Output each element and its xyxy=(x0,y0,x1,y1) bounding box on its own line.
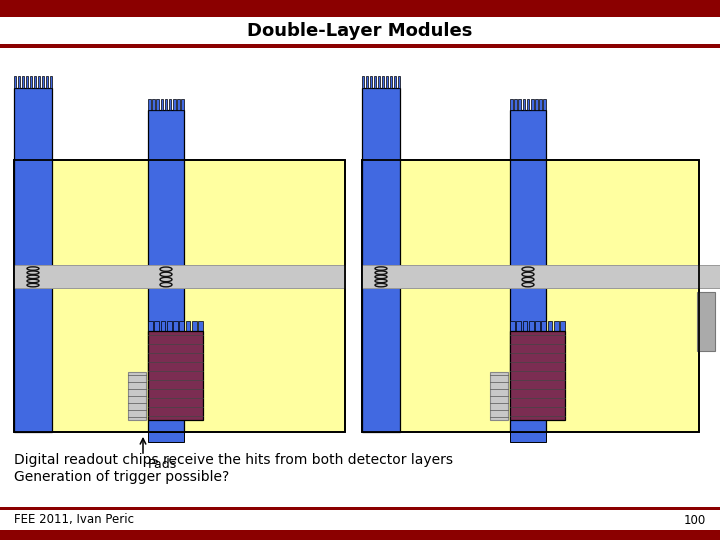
Bar xyxy=(173,99,176,110)
Bar xyxy=(0,44,720,48)
Bar xyxy=(390,76,392,88)
Bar xyxy=(167,321,171,331)
Bar xyxy=(168,99,171,110)
Bar xyxy=(535,99,538,110)
Text: Generation of trigger possible?: Generation of trigger possible? xyxy=(14,470,229,484)
Bar xyxy=(148,321,153,331)
Bar xyxy=(0,507,720,510)
Bar xyxy=(490,372,508,420)
Bar xyxy=(378,76,380,88)
Bar xyxy=(42,76,44,88)
Bar xyxy=(374,76,377,88)
Bar xyxy=(523,99,525,110)
Bar xyxy=(14,76,17,88)
Bar xyxy=(0,17,720,44)
Bar xyxy=(161,321,166,331)
Bar xyxy=(37,76,40,88)
Bar xyxy=(697,292,715,351)
Bar xyxy=(14,265,345,288)
Bar xyxy=(0,0,720,17)
Text: Digital readout chips receive the hits from both detector layers: Digital readout chips receive the hits f… xyxy=(14,453,453,467)
Text: FEE 2011, Ivan Peric: FEE 2011, Ivan Peric xyxy=(14,514,134,526)
Bar xyxy=(516,321,521,331)
Bar xyxy=(128,372,146,420)
Bar xyxy=(541,321,546,331)
Bar xyxy=(510,432,546,442)
Bar xyxy=(514,99,517,110)
Bar xyxy=(362,265,720,288)
Bar xyxy=(154,321,159,331)
Bar xyxy=(531,99,534,110)
Bar xyxy=(394,76,396,88)
Bar xyxy=(362,88,400,432)
Bar xyxy=(510,321,515,331)
Bar xyxy=(14,160,345,432)
Text: 100: 100 xyxy=(684,514,706,526)
Bar xyxy=(366,76,369,88)
Bar xyxy=(362,160,699,432)
Bar xyxy=(22,76,24,88)
Bar xyxy=(173,321,178,331)
Bar xyxy=(362,160,699,432)
Bar xyxy=(161,99,163,110)
Text: Double-Layer Modules: Double-Layer Modules xyxy=(247,22,473,40)
Bar xyxy=(560,321,565,331)
Text: Pads: Pads xyxy=(148,458,177,471)
Bar xyxy=(14,88,52,432)
Bar xyxy=(397,76,400,88)
Bar xyxy=(382,76,384,88)
Bar xyxy=(370,76,372,88)
Bar xyxy=(30,76,32,88)
Bar xyxy=(181,99,184,110)
Bar xyxy=(523,321,527,331)
Bar xyxy=(510,99,513,110)
Bar xyxy=(518,99,521,110)
Bar xyxy=(528,321,534,331)
Bar xyxy=(148,99,150,110)
Bar xyxy=(50,76,52,88)
Bar xyxy=(14,160,345,432)
Bar xyxy=(186,321,191,331)
Bar xyxy=(26,76,28,88)
Bar xyxy=(0,510,720,530)
Bar xyxy=(535,321,540,331)
Bar xyxy=(156,99,159,110)
Bar xyxy=(544,99,546,110)
Bar xyxy=(148,432,184,442)
Bar xyxy=(148,331,203,420)
Bar xyxy=(526,99,529,110)
Bar xyxy=(539,99,542,110)
Bar xyxy=(192,321,197,331)
Bar xyxy=(34,76,36,88)
Bar xyxy=(165,99,167,110)
Bar xyxy=(510,331,565,420)
Bar xyxy=(179,321,184,331)
Bar xyxy=(362,76,364,88)
Bar xyxy=(177,99,180,110)
Bar xyxy=(554,321,559,331)
Bar xyxy=(198,321,203,331)
Bar xyxy=(152,99,155,110)
Bar xyxy=(148,110,184,432)
Bar xyxy=(45,76,48,88)
Bar xyxy=(0,530,720,540)
Bar xyxy=(510,110,546,432)
Bar xyxy=(386,76,388,88)
Bar xyxy=(18,76,20,88)
Bar xyxy=(548,321,552,331)
